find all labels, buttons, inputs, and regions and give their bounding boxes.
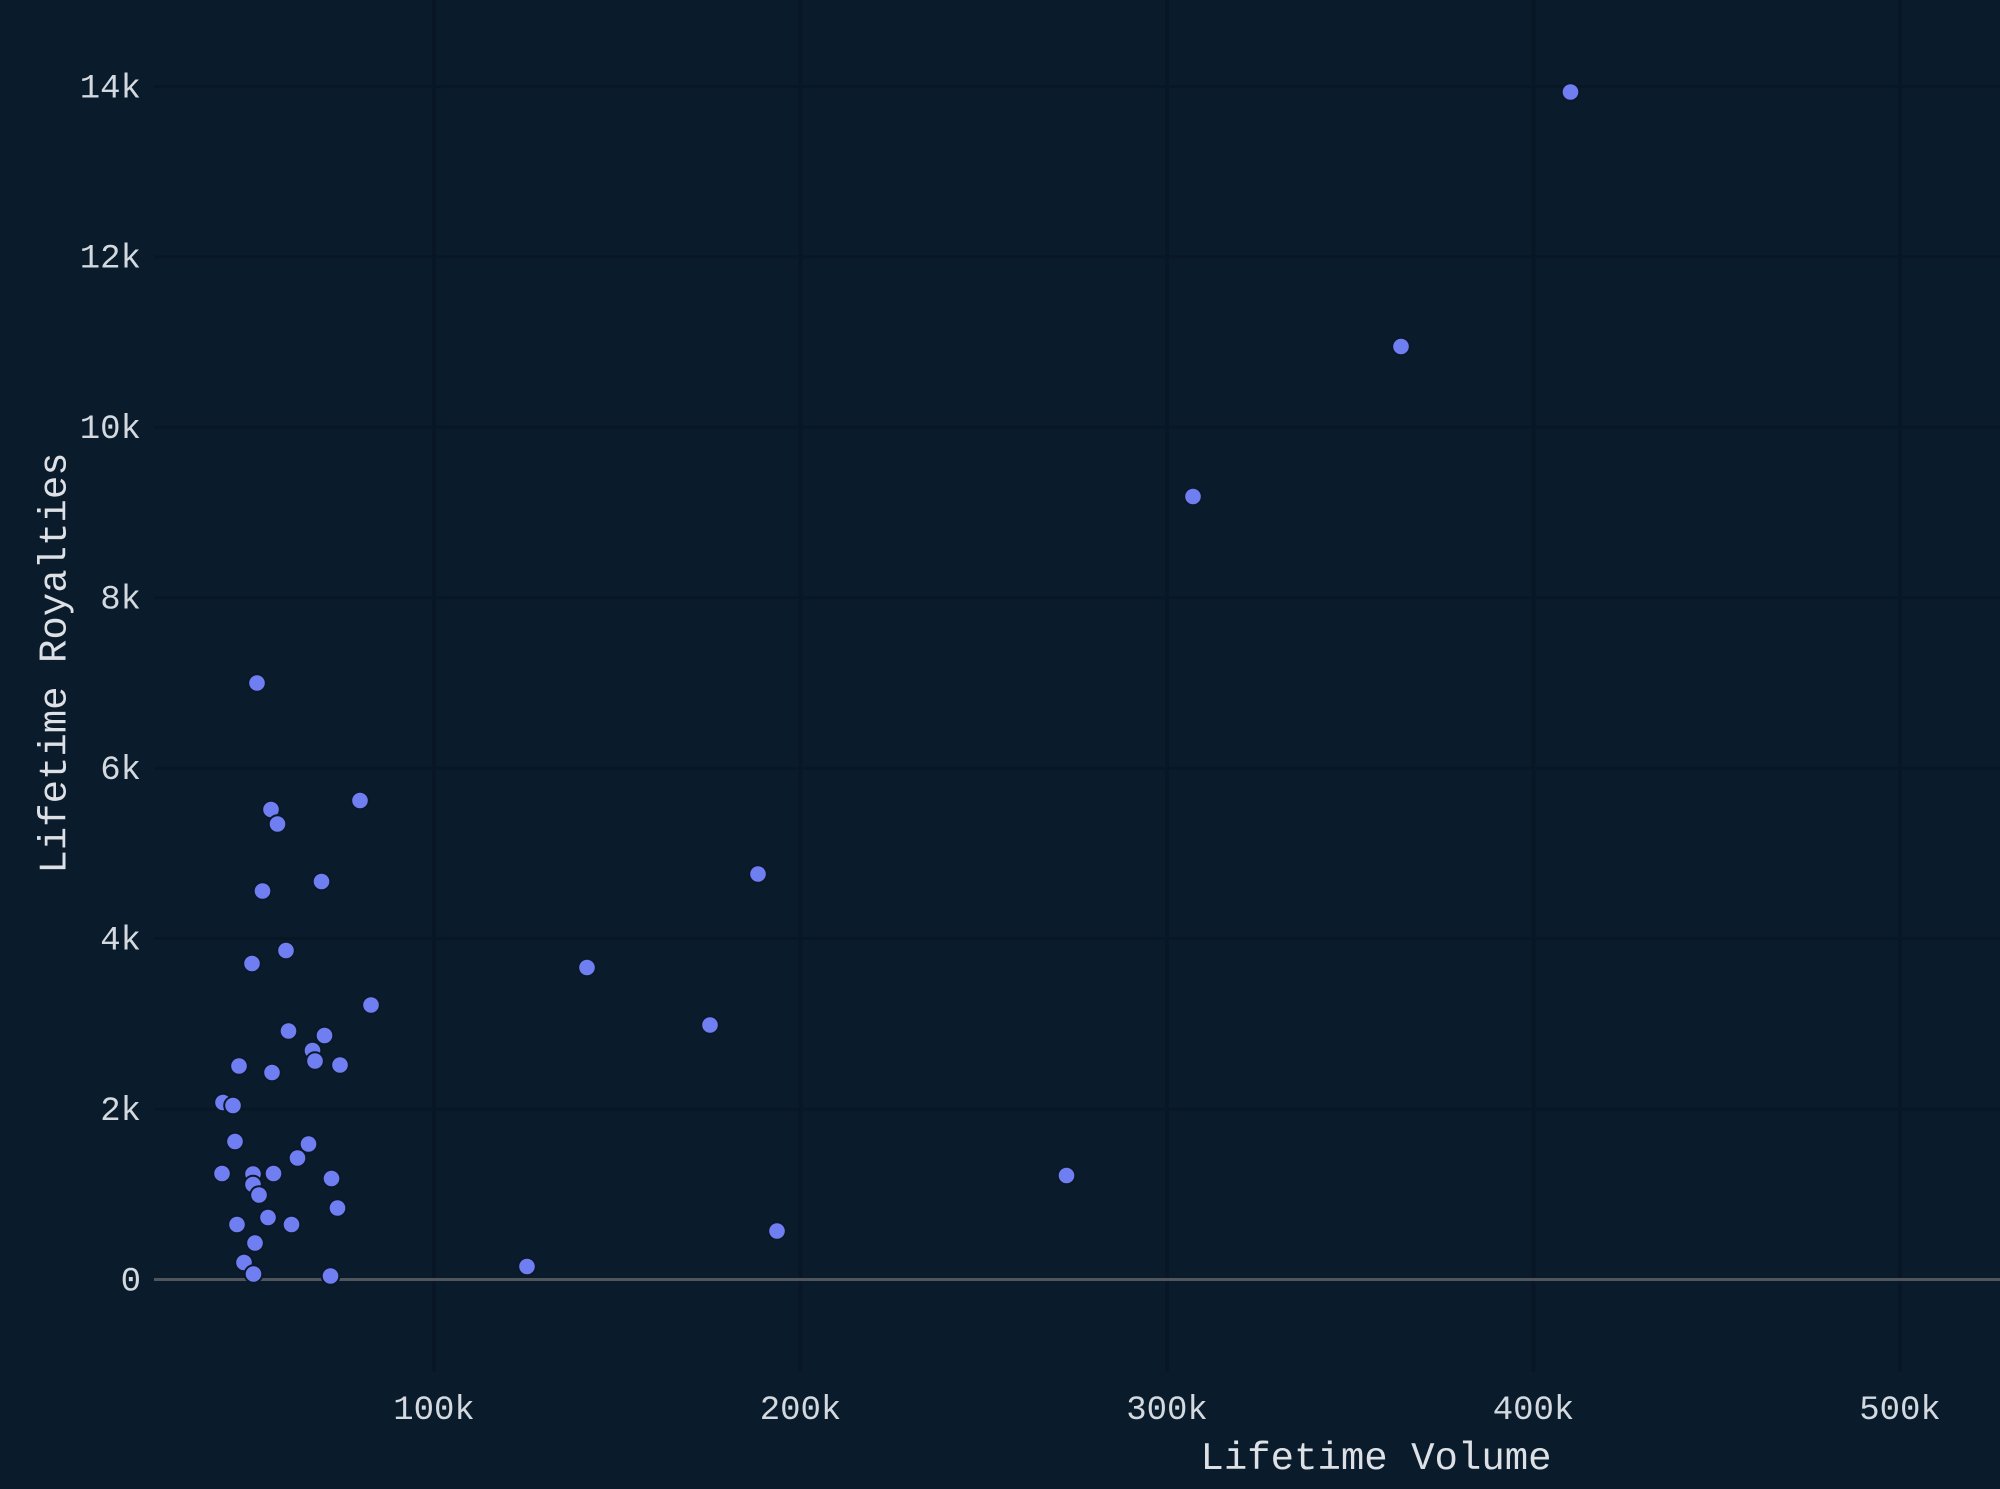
svg-text:8k: 8k bbox=[100, 582, 141, 620]
svg-text:200k: 200k bbox=[760, 1392, 842, 1430]
svg-text:0: 0 bbox=[121, 1263, 141, 1301]
svg-text:400k: 400k bbox=[1493, 1392, 1575, 1430]
svg-text:Lifetime Volume: Lifetime Volume bbox=[1200, 1437, 1551, 1481]
svg-text:6k: 6k bbox=[100, 752, 141, 790]
svg-text:100k: 100k bbox=[393, 1392, 475, 1430]
svg-text:300k: 300k bbox=[1126, 1392, 1208, 1430]
svg-text:14k: 14k bbox=[80, 70, 141, 108]
svg-text:500k: 500k bbox=[1859, 1392, 1941, 1430]
svg-text:Lifetime Royalties: Lifetime Royalties bbox=[34, 452, 78, 873]
svg-text:2k: 2k bbox=[100, 1093, 141, 1131]
svg-text:4k: 4k bbox=[100, 922, 141, 960]
svg-text:12k: 12k bbox=[80, 241, 141, 279]
svg-text:10k: 10k bbox=[80, 411, 141, 449]
